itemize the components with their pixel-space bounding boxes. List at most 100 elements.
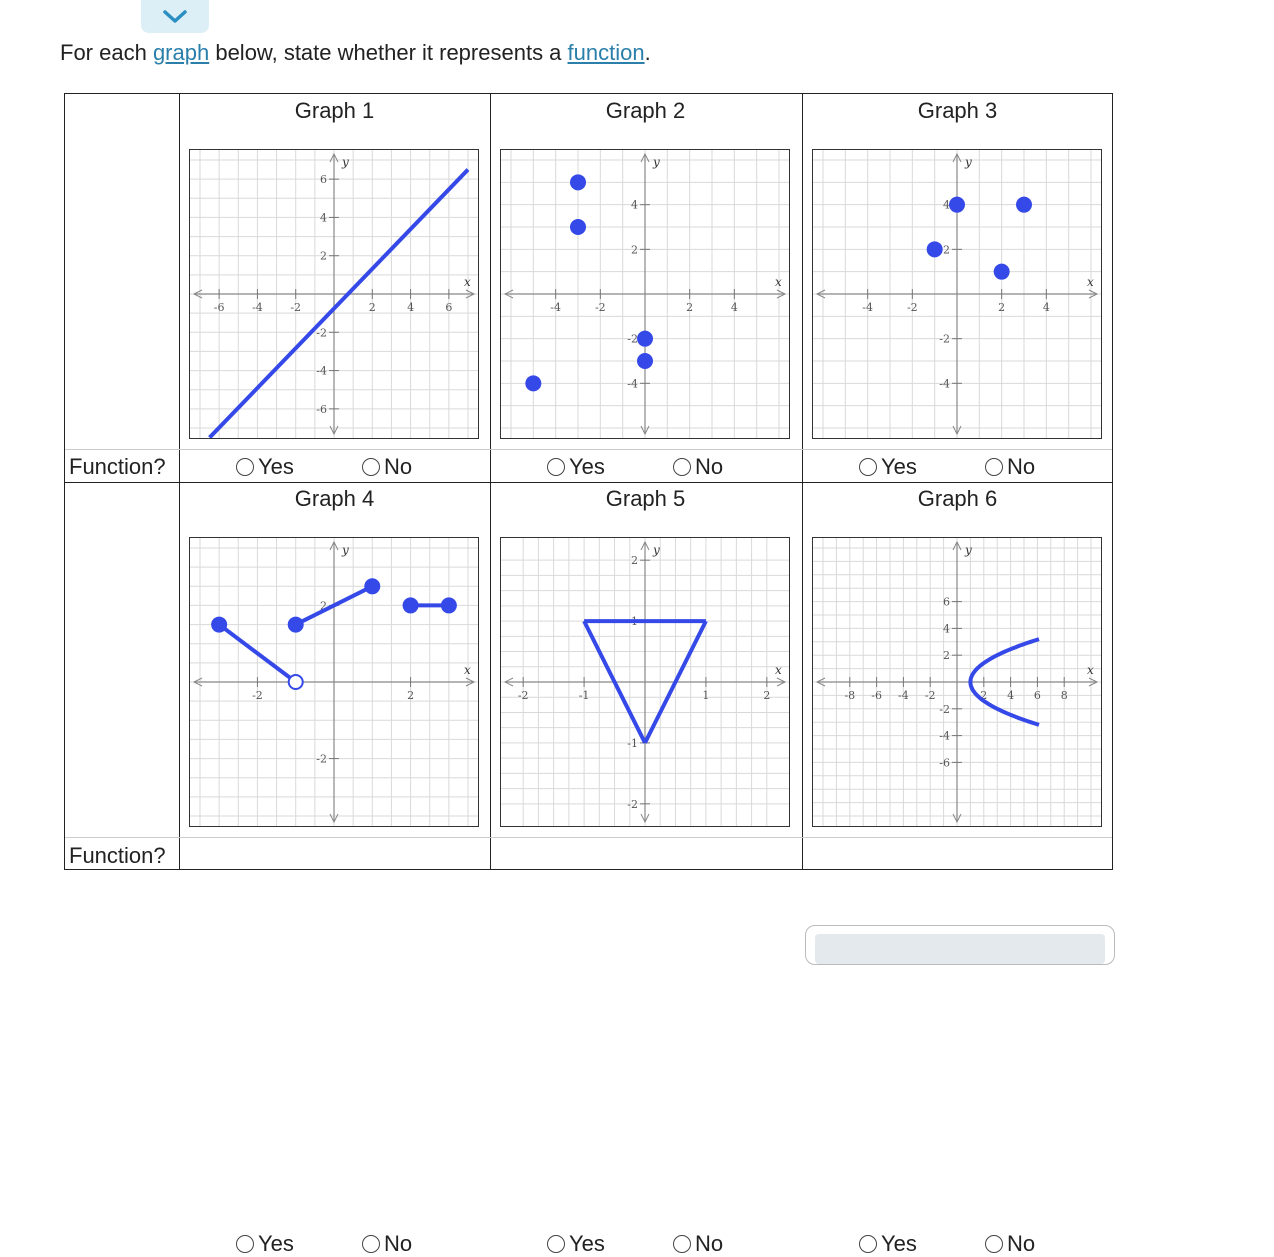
graph-2-no-option[interactable]: No (673, 454, 723, 480)
answer-panel (805, 925, 1115, 965)
radio-button[interactable] (547, 458, 565, 476)
check-button[interactable] (815, 934, 1105, 964)
radio-label: Yes (881, 454, 917, 479)
x-tick-label: -6 (871, 689, 882, 702)
x-tick-label: 6 (445, 301, 452, 314)
graph-plot[interactable]: xy-2-11221-1-2 (500, 537, 790, 827)
y-axis-arrow (329, 813, 339, 824)
graph-point (287, 616, 304, 633)
collapse-button[interactable] (141, 0, 209, 33)
radio-button[interactable] (985, 1235, 1003, 1253)
x-tick-label: 8 (1061, 689, 1068, 702)
x-axis-label: x (775, 275, 782, 289)
graph-plot[interactable]: xy-2242-2-4 (189, 537, 479, 827)
y-tick-label: 4 (631, 199, 638, 212)
y-tick-label: 2 (320, 599, 327, 612)
graph-link[interactable]: graph (152, 40, 210, 65)
row-divider (65, 449, 1112, 450)
graph-point (926, 241, 943, 258)
x-axis-label: x (464, 663, 471, 677)
radio-button[interactable] (859, 1235, 877, 1253)
y-axis-arrow (640, 152, 650, 163)
function-link[interactable]: function (567, 40, 645, 65)
x-axis-arrow (776, 289, 787, 299)
y-axis-arrow (952, 540, 962, 551)
radio-button[interactable] (985, 458, 1003, 476)
question-suffix: . (644, 40, 651, 65)
x-tick-label: 4 (407, 301, 414, 314)
graph-point (364, 578, 381, 595)
graph-6-yes-option[interactable]: Yes (859, 1231, 917, 1257)
x-axis-arrow (192, 289, 203, 299)
graph-title: Graph 2 (605, 98, 686, 123)
graph-point (570, 219, 586, 235)
y-axis-label: y (964, 543, 972, 557)
x-tick-label: -2 (290, 301, 301, 314)
radio-button[interactable] (673, 1235, 691, 1253)
x-tick-label: -6 (214, 301, 225, 314)
y-tick-label: 6 (943, 596, 950, 609)
y-axis-arrow (952, 813, 962, 824)
graph-point (211, 616, 228, 633)
graph-point (1016, 196, 1032, 213)
radio-button[interactable] (236, 1235, 254, 1253)
radio-label: Yes (881, 1231, 917, 1256)
chevron-down-icon (163, 9, 187, 23)
graph-title: Graph 3 (917, 98, 998, 123)
graph-point (637, 353, 653, 369)
graph-3-yes-option[interactable]: Yes (859, 454, 917, 480)
y-tick-label: 4 (943, 199, 950, 212)
column-divider (490, 94, 491, 869)
graph-3-no-option[interactable]: No (985, 454, 1035, 480)
x-tick-label: -2 (518, 689, 529, 702)
x-axis-arrow (1088, 289, 1099, 299)
y-tick-label: -1 (627, 737, 638, 750)
graph-plot[interactable]: x y -6 -4 -2 2 4 6 6 4 2 -2 -4 -6 (189, 149, 479, 439)
graph-1-no-option[interactable]: No (362, 454, 412, 480)
x-axis-label: x (1087, 275, 1094, 289)
radio-button[interactable] (362, 458, 380, 476)
y-tick-label: 2 (631, 554, 638, 567)
graph-4-no-option[interactable]: No (362, 1231, 412, 1257)
radio-button[interactable] (236, 458, 254, 476)
y-axis-arrow (329, 425, 339, 436)
y-axis-label: y (652, 543, 660, 557)
radio-button[interactable] (547, 1235, 565, 1253)
graph-plot[interactable]: x y -8 -6 -4 -2 2 4 6 8 6 4 2 -2 -4 -6 (812, 537, 1102, 827)
radio-button[interactable] (673, 458, 691, 476)
radio-label: No (695, 1231, 724, 1256)
x-tick-label: 6 (1034, 689, 1041, 702)
y-tick-label: 6 (320, 173, 327, 186)
x-tick-label: 2 (980, 689, 987, 702)
graph-curve (968, 637, 1040, 727)
radio-button[interactable] (859, 458, 877, 476)
x-tick-label: -4 (898, 689, 909, 702)
graph-4-yes-option[interactable]: Yes (236, 1231, 294, 1257)
y-tick-label: -2 (316, 753, 327, 766)
graph-plot[interactable]: x y -4 -2 2 4 4 2 -2 -4 (812, 149, 1102, 439)
graph-6-no-option[interactable]: No (985, 1231, 1035, 1257)
x-axis-arrow (815, 677, 826, 687)
y-axis-label: y (341, 155, 349, 169)
graph-point (525, 375, 542, 392)
graph-svg: xy-2-11221-1-2 (501, 538, 789, 826)
graph-5-yes-option[interactable]: Yes (547, 1231, 605, 1257)
graph-1-yes-option[interactable]: Yes (236, 454, 294, 480)
graph-2-yes-option[interactable]: Yes (547, 454, 605, 480)
row-divider (65, 482, 1112, 483)
y-tick-label: 2 (943, 243, 950, 256)
y-tick-label: -4 (627, 377, 638, 390)
graph-5-no-option[interactable]: No (673, 1231, 723, 1257)
y-tick-label: -6 (316, 403, 327, 416)
x-tick-label: 1 (702, 689, 709, 702)
graph-svg: x y -4 -2 2 4 4 2 -2 -4 (813, 150, 1101, 438)
radio-button[interactable] (362, 1235, 380, 1253)
graph-title: Graph 5 (605, 486, 686, 511)
y-axis-arrow (329, 540, 339, 551)
x-axis-label: x (464, 275, 471, 289)
y-tick-label: 4 (320, 211, 327, 224)
graph-plot[interactable]: x y -4 -2 2 4 4 2 -2 -4 (500, 149, 790, 439)
graph-curve (582, 620, 647, 744)
y-axis-label: y (652, 155, 660, 169)
x-axis-arrow (776, 677, 787, 687)
